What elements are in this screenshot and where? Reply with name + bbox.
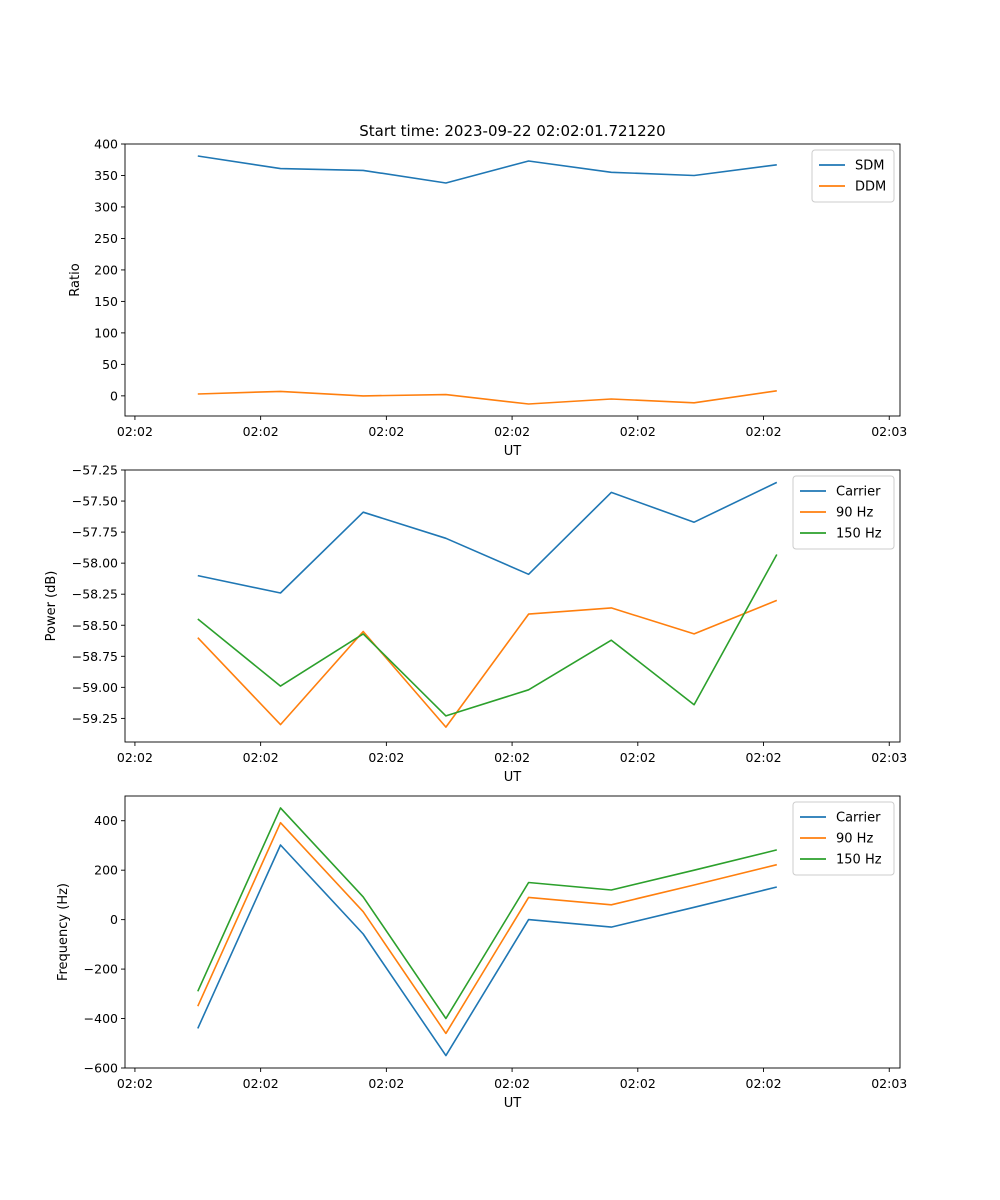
y-tick-label: 300 (94, 199, 118, 214)
y-tick-label: 50 (102, 357, 118, 372)
legend-label: SDM (855, 159, 884, 174)
y-tick-label: −200 (84, 962, 118, 977)
y-tick-label: −59.25 (72, 711, 118, 726)
x-tick-label: 02:02 (117, 750, 153, 765)
y-tick-label: −59.00 (72, 680, 118, 695)
y-tick-label: −58.00 (72, 556, 118, 571)
x-tick-label: 02:02 (620, 1076, 656, 1091)
x-tick-label: 02:02 (494, 750, 530, 765)
y-tick-label: 200 (94, 863, 118, 878)
x-tick-label: 02:03 (871, 1076, 907, 1091)
x-tick-label: 02:02 (746, 750, 782, 765)
series-line-ddm (197, 390, 777, 405)
x-axis-label: UT (504, 770, 522, 785)
y-tick-label: 100 (94, 325, 118, 340)
y-tick-label: 400 (94, 813, 118, 828)
x-tick-label: 02:02 (243, 750, 279, 765)
legend-box (792, 801, 895, 876)
y-tick-label: −58.75 (72, 649, 118, 664)
y-axis-label: Power (dB) (44, 571, 59, 642)
legend-label: 90 Hz (836, 832, 873, 847)
y-axis-label: Ratio (68, 263, 83, 296)
legend-label: 90 Hz (836, 506, 873, 521)
y-tick-label: −57.75 (72, 525, 118, 540)
x-tick-label: 02:02 (746, 1076, 782, 1091)
x-tick-label: 02:02 (368, 424, 404, 439)
x-tick-label: 02:02 (243, 424, 279, 439)
series-line-carrier (197, 481, 778, 594)
x-axis-label: UT (504, 444, 522, 459)
x-tick-label: 02:03 (871, 750, 907, 765)
legend-box (811, 149, 895, 203)
series-line-150-hz (197, 554, 778, 717)
legend-label: DDM (855, 180, 886, 195)
subplot-power: −59.25 −59.00 −58.75 −58.50 −58.25 −58.00 −57.… (44, 463, 907, 786)
legend-label: 150 Hz (836, 527, 882, 542)
x-tick-label: 02:02 (117, 424, 153, 439)
chart-title: Start time: 2023-09-22 02:02:01.721220 (359, 122, 665, 140)
legend: Carrier 90 Hz 150 Hz (792, 475, 895, 550)
y-axis-label: Frequency (Hz) (56, 883, 71, 981)
legend-label: Carrier (836, 485, 881, 500)
y-tick-label: −400 (84, 1011, 118, 1026)
x-tick-label: 02:02 (243, 1076, 279, 1091)
series-line-sdm (197, 155, 777, 184)
y-tick-label: 250 (94, 231, 118, 246)
y-tick-label: −600 (84, 1061, 118, 1076)
x-tick-label: 02:02 (620, 750, 656, 765)
legend-label: Carrier (836, 811, 881, 826)
y-tick-label: 0 (110, 912, 118, 927)
y-tick-label: −58.50 (72, 618, 118, 633)
x-tick-label: 02:03 (871, 424, 907, 439)
series-line-150-hz (197, 807, 777, 1020)
x-tick-label: 02:02 (368, 1076, 404, 1091)
y-tick-label: 350 (94, 168, 118, 183)
legend-label: 150 Hz (836, 853, 882, 868)
y-tick-label: 150 (94, 294, 118, 309)
x-tick-label: 02:02 (620, 424, 656, 439)
y-tick-label: −57.50 (72, 494, 118, 509)
y-tick-label: 0 (110, 388, 118, 403)
x-tick-label: 02:02 (494, 1076, 530, 1091)
x-tick-label: 02:02 (117, 1076, 153, 1091)
series-line-carrier (197, 844, 777, 1057)
legend: Carrier 90 Hz 150 Hz (792, 801, 895, 876)
y-tick-label: 200 (94, 262, 118, 277)
y-tick-label: −58.25 (72, 587, 118, 602)
legend-box (792, 475, 895, 550)
y-tick-label: 400 (94, 137, 118, 152)
subplot-ratio: 0 50 100 150 200 250 300 350 400 02:02 02:02 02:02 0… (68, 137, 907, 460)
subplot-frequency: −600 −400 −200 0 200 400 02:02 02:02 02:02 02:02 0… (56, 795, 907, 1111)
series-line-90-hz (197, 599, 778, 728)
y-tick-label: −57.25 (72, 463, 118, 478)
x-tick-label: 02:02 (746, 424, 782, 439)
x-axis-label: UT (504, 1096, 522, 1111)
legend: SDM DDM (811, 149, 895, 203)
series-line-90-hz (197, 821, 777, 1035)
x-tick-label: 02:02 (368, 750, 404, 765)
x-tick-label: 02:02 (494, 424, 530, 439)
